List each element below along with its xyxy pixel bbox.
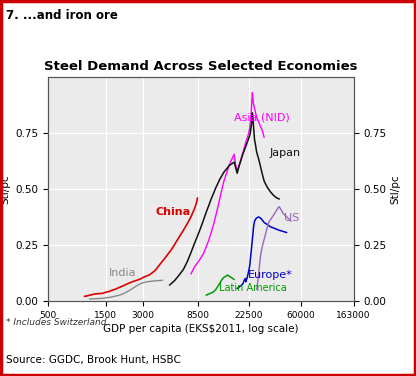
Text: Asia (NID): Asia (NID) bbox=[234, 112, 290, 122]
Text: 7. ...and iron ore: 7. ...and iron ore bbox=[6, 9, 118, 23]
Text: Latin America: Latin America bbox=[219, 284, 287, 294]
Y-axis label: Stl/pc: Stl/pc bbox=[391, 174, 401, 204]
Text: Japan: Japan bbox=[269, 148, 300, 158]
Text: Europe*: Europe* bbox=[248, 270, 292, 280]
Text: * Includes Switzerland: * Includes Switzerland bbox=[6, 318, 107, 327]
Title: Steel Demand Across Selected Economies: Steel Demand Across Selected Economies bbox=[44, 60, 357, 73]
Text: US: US bbox=[285, 213, 300, 223]
Y-axis label: Stl/pc: Stl/pc bbox=[1, 174, 11, 204]
Text: Source: GGDC, Brook Hunt, HSBC: Source: GGDC, Brook Hunt, HSBC bbox=[6, 355, 181, 365]
Text: India: India bbox=[109, 268, 137, 278]
X-axis label: GDP per capita (EKS$2011, log scale): GDP per capita (EKS$2011, log scale) bbox=[103, 324, 298, 334]
Text: China: China bbox=[155, 208, 190, 217]
